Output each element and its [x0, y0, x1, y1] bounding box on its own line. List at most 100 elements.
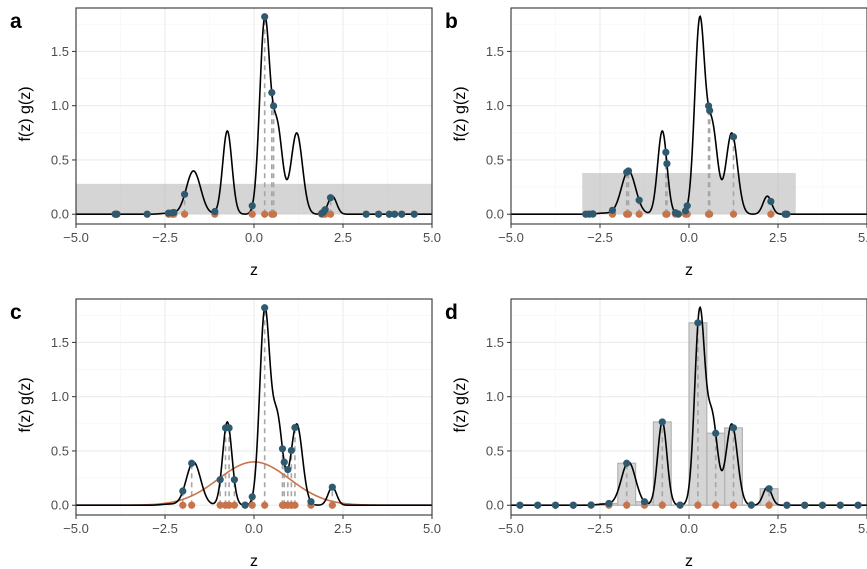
- sample-point-density: [261, 13, 269, 21]
- sample-point-density: [587, 501, 595, 509]
- x-tick-label: 0.0: [245, 521, 263, 536]
- x-tick-label: 5.0: [423, 521, 441, 536]
- y-axis-title-d: f(z) g(z): [452, 377, 469, 432]
- sample-point-density: [216, 476, 224, 484]
- sample-point-density: [307, 498, 315, 506]
- panel-b: −5.0 −2.5 0.0 2.5 5.0 0.0 0.5 1.0 1.5 b z f(z) g…: [445, 7, 867, 279]
- y-tick-label: 0.5: [486, 443, 504, 458]
- sample-point-density: [385, 210, 393, 218]
- y-tick-label: 0.0: [486, 498, 504, 513]
- y-axis-title-c: f(z) g(z): [17, 377, 34, 432]
- sample-point-density: [783, 210, 791, 218]
- sample-point-baseline: [328, 501, 336, 509]
- sample-point-density: [534, 501, 542, 509]
- x-axis-title-d: z: [685, 553, 693, 569]
- x-tick-label: 5.0: [423, 230, 441, 245]
- sample-point-density: [291, 423, 299, 432]
- panel-label-c: c: [10, 301, 22, 324]
- sample-point-density: [241, 501, 249, 509]
- y-tick-label: 1.0: [51, 98, 69, 113]
- x-tick-label: −5.0: [498, 230, 524, 245]
- sample-point-baseline: [729, 501, 738, 509]
- panel-label-a: a: [10, 10, 22, 33]
- x-tick-label: −2.5: [587, 521, 613, 536]
- sample-point-density: [658, 418, 666, 426]
- y-axis-title-a: f(z) g(z): [17, 86, 34, 141]
- panel-d: −5.0 −2.5 0.0 2.5 5.0 0.0 0.5 1.0 1.5 d z f(z) g…: [445, 298, 867, 569]
- sample-point-density: [640, 498, 649, 506]
- sample-point-density: [230, 476, 239, 484]
- y-axis-title-b: f(z) g(z): [452, 86, 469, 141]
- sample-point-baseline: [635, 210, 643, 218]
- sample-point-density: [269, 102, 278, 110]
- sample-point-baseline: [729, 210, 738, 218]
- sample-point-density: [663, 160, 671, 168]
- sample-point-density: [398, 210, 406, 218]
- sample-point-baseline: [225, 501, 233, 509]
- sample-point-baseline: [706, 210, 714, 218]
- sample-point-density: [391, 210, 399, 218]
- panel-a: −5.0 −2.5 0.0 2.5 5.0 0.0 0.5 1.0 1.5 a z f(z) g…: [10, 7, 441, 279]
- sample-point-baseline: [765, 501, 773, 509]
- sample-point-density: [180, 190, 189, 198]
- sample-point-baseline: [269, 210, 278, 218]
- sample-point-baseline: [663, 210, 671, 218]
- sample-point-density: [143, 210, 151, 218]
- y-tick-label: 1.5: [51, 44, 69, 59]
- sample-point-density: [818, 501, 827, 509]
- sample-point-density: [261, 304, 269, 312]
- x-tick-label: −5.0: [63, 521, 89, 536]
- sample-point-density: [211, 207, 219, 216]
- sample-point-baseline: [712, 501, 720, 509]
- sample-point-density: [188, 459, 196, 467]
- sample-point-density: [801, 501, 809, 509]
- sample-point-baseline: [624, 210, 633, 218]
- sample-point-baseline: [291, 501, 299, 509]
- sample-point-density: [248, 202, 256, 210]
- sample-point-density: [179, 487, 187, 495]
- panel-label-d: d: [445, 301, 458, 324]
- panel-label-b: b: [445, 10, 458, 33]
- x-tick-label: 0.0: [680, 230, 698, 245]
- y-tick-label: 0.0: [51, 498, 69, 513]
- sample-point-baseline: [658, 501, 666, 509]
- x-tick-label: −5.0: [498, 521, 524, 536]
- x-tick-label: 5.0: [858, 521, 867, 536]
- sample-point-baseline: [623, 501, 631, 509]
- sample-point-density: [516, 501, 524, 509]
- sample-point-baseline: [180, 210, 189, 218]
- sample-point-density: [589, 210, 597, 218]
- sample-point-density: [170, 208, 178, 217]
- sample-point-density: [767, 197, 775, 206]
- y-tick-label: 0.5: [51, 152, 69, 167]
- sample-point-density: [248, 493, 256, 501]
- density-curve: [76, 15, 432, 216]
- sample-point-density: [608, 206, 617, 214]
- panel-c: −5.0 −2.5 0.0 2.5 5.0 0.0 0.5 1.0 1.5 c z f(z) g…: [10, 298, 441, 569]
- sample-point-density: [836, 501, 844, 509]
- x-tick-label: 2.5: [769, 521, 787, 536]
- sample-point-density: [326, 194, 335, 202]
- sample-point-density: [362, 210, 370, 218]
- plot-area: −5.0 −2.5 0.0 2.5 5.0 0.0 0.5 1.0 1.5: [486, 298, 867, 536]
- x-tick-label: −5.0: [63, 230, 89, 245]
- sample-point-density: [662, 148, 670, 156]
- sample-point-density: [410, 210, 418, 218]
- x-axis-title-c: z: [250, 553, 258, 569]
- x-tick-label: 0.0: [680, 521, 698, 536]
- sample-point-density: [623, 459, 631, 467]
- sample-point-density: [783, 501, 791, 509]
- sample-point-baseline: [767, 210, 775, 218]
- sample-point-baseline: [248, 501, 256, 509]
- sample-point-baseline: [248, 210, 256, 218]
- sample-point-density: [328, 483, 336, 491]
- x-tick-label: 2.5: [334, 230, 352, 245]
- x-axis-title-b: z: [685, 262, 693, 279]
- x-tick-label: −2.5: [152, 521, 178, 536]
- sample-point-density: [624, 167, 633, 175]
- sample-point-density: [605, 499, 613, 508]
- sample-point-density: [280, 458, 288, 466]
- x-tick-label: −2.5: [152, 230, 178, 245]
- sample-point-density: [729, 424, 738, 432]
- y-tick-label: 1.5: [51, 335, 69, 350]
